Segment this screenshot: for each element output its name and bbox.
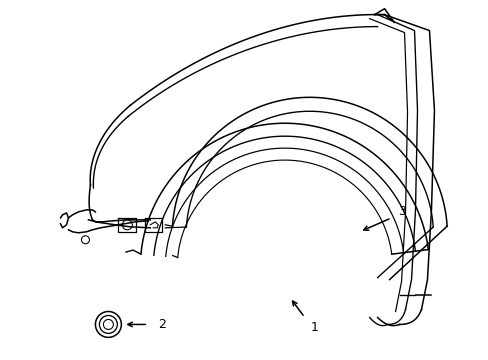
Text: 1: 1 bbox=[310, 321, 318, 334]
Text: 3: 3 bbox=[397, 205, 405, 219]
Text: 2: 2 bbox=[158, 318, 166, 331]
